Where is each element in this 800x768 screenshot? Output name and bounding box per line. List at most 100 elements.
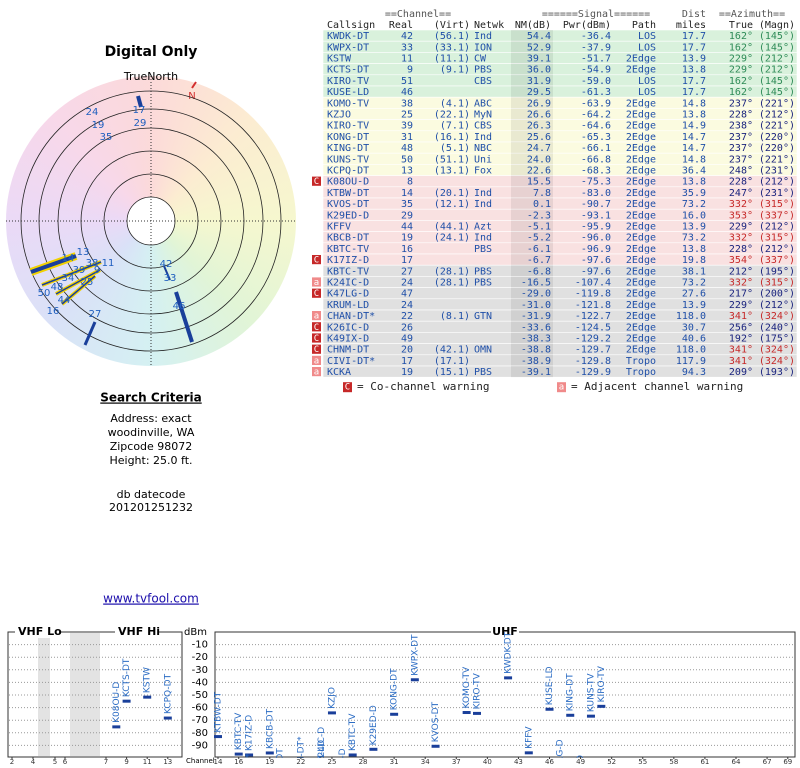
row-bg	[322, 96, 798, 109]
signal-bar	[327, 711, 336, 715]
warning-letter: C	[314, 289, 319, 299]
cell-real: 20	[401, 345, 413, 356]
polar-label: 35	[100, 132, 113, 143]
cell-az-true: 162°	[729, 31, 753, 42]
column-header: (Magn)	[759, 20, 795, 31]
polar-label: 11	[102, 258, 115, 269]
cell-nm: 26.3	[527, 121, 551, 132]
signal-bar	[597, 704, 606, 708]
signal-ray	[30, 254, 77, 274]
signal-label: KING-DT	[566, 673, 576, 711]
warning-icon	[312, 277, 321, 287]
x-tick-label: 13	[163, 758, 172, 766]
signal-label: KVOS-DT	[431, 701, 441, 742]
cell-az-true: 192°	[729, 334, 753, 345]
cell-az-true: 228°	[729, 244, 753, 255]
cell-callsign: K24IC-D	[327, 278, 369, 289]
signal-ray	[163, 265, 171, 281]
cell-path: 2Edge	[626, 110, 656, 121]
cell-az-magn: (212°)	[759, 244, 795, 255]
cell-netwk: ABC	[474, 98, 492, 109]
cell-az-magn: (240°)	[759, 322, 795, 333]
cell-az-true: 237°	[729, 132, 753, 143]
cell-path: Tropo	[626, 367, 656, 378]
nm-column-shade	[511, 254, 553, 266]
cell-real: 8	[407, 177, 413, 188]
cell-dist: 73.2	[682, 199, 706, 210]
cell-dist: 16.0	[682, 210, 706, 221]
x-tick-label: 34	[421, 758, 430, 766]
signal-label: KIRO-TV	[597, 665, 607, 702]
column-header: miles	[676, 20, 706, 31]
signal-bar	[122, 699, 131, 703]
signal-bar	[566, 713, 575, 717]
cell-virt: (44.1)	[434, 222, 470, 233]
cell-path: 2Edge	[626, 334, 656, 345]
signal-ray	[174, 291, 194, 343]
signal-label: KCTS-DT	[122, 658, 132, 697]
cell-az-true: 237°	[729, 143, 753, 154]
polar-label: 39	[73, 265, 86, 276]
row-bg	[322, 152, 798, 165]
cell-pwr: -66.8	[581, 154, 611, 165]
column-header: Path	[632, 20, 656, 31]
cell-netwk: Azt	[474, 222, 492, 233]
y-tick-label: -90	[192, 740, 208, 751]
cell-path: 2Edge	[626, 54, 656, 65]
cell-az-magn: (337°)	[759, 255, 795, 266]
cell-pwr: -54.9	[581, 65, 611, 76]
cell-pwr: -93.1	[581, 210, 611, 221]
row-bg	[322, 298, 798, 311]
signal-bar	[348, 753, 357, 757]
signal-label: KONG-DT	[390, 668, 400, 710]
cell-nm: 31.9	[527, 76, 551, 87]
group-header: ======Signal======	[542, 9, 650, 20]
cell-pwr: -64.6	[581, 121, 611, 132]
cell-az-true: 332°	[729, 278, 753, 289]
x-tick-label: 58	[669, 758, 678, 766]
nm-column-shade	[511, 276, 553, 288]
cell-path: 2Edge	[626, 188, 656, 199]
signal-ray	[136, 95, 143, 108]
warning-letter: a	[314, 312, 319, 322]
cell-az-true: 247°	[729, 188, 753, 199]
cell-nm: 22.6	[527, 166, 551, 177]
cell-callsign: KZJO	[327, 110, 351, 121]
signal-label: K29ED-D	[369, 705, 379, 745]
cell-dist: 14.8	[682, 98, 706, 109]
nm-column-shade	[511, 231, 553, 243]
cell-virt: (13.1)	[434, 166, 470, 177]
datecode-label: db datecode	[117, 488, 186, 501]
cell-netwk: PBS	[474, 65, 492, 76]
cell-dist: 17.7	[682, 87, 706, 98]
cell-virt: (11.1)	[434, 54, 470, 65]
cell-virt: (7.1)	[440, 121, 470, 132]
cell-netwk: CW	[474, 54, 487, 65]
cell-pwr: -37.9	[581, 42, 611, 53]
cell-az-true: 238°	[729, 121, 753, 132]
cell-callsign: KOMO-TV	[327, 98, 369, 109]
cell-az-magn: (193°)	[759, 367, 795, 378]
signal-label: CHAN-DT*	[296, 736, 306, 768]
search-line: woodinville, WA	[108, 426, 195, 439]
cell-nm: 29.5	[527, 87, 551, 98]
cell-pwr: -66.1	[581, 143, 611, 154]
cell-path: 2Edge	[626, 233, 656, 244]
site-link[interactable]: www.tvfool.com	[103, 592, 199, 606]
cell-netwk: Fox	[474, 166, 492, 177]
cell-callsign: K29ED-D	[327, 210, 369, 221]
row-bg	[322, 85, 798, 98]
x-tick-label: 28	[359, 758, 368, 766]
signal-ray	[61, 275, 96, 305]
cell-path: 2Edge	[626, 210, 656, 221]
x-tick-label: 43	[514, 758, 523, 766]
signal-ray	[41, 261, 102, 286]
signal-bar	[462, 711, 471, 715]
cell-dist: 94.3	[682, 367, 706, 378]
cell-pwr: -83.0	[581, 188, 611, 199]
signal-bar	[234, 752, 243, 756]
cell-pwr: -124.5	[575, 322, 611, 333]
column-header: Callsign	[327, 20, 375, 31]
cell-real: 27	[401, 266, 413, 277]
cell-path: Tropo	[626, 356, 656, 367]
